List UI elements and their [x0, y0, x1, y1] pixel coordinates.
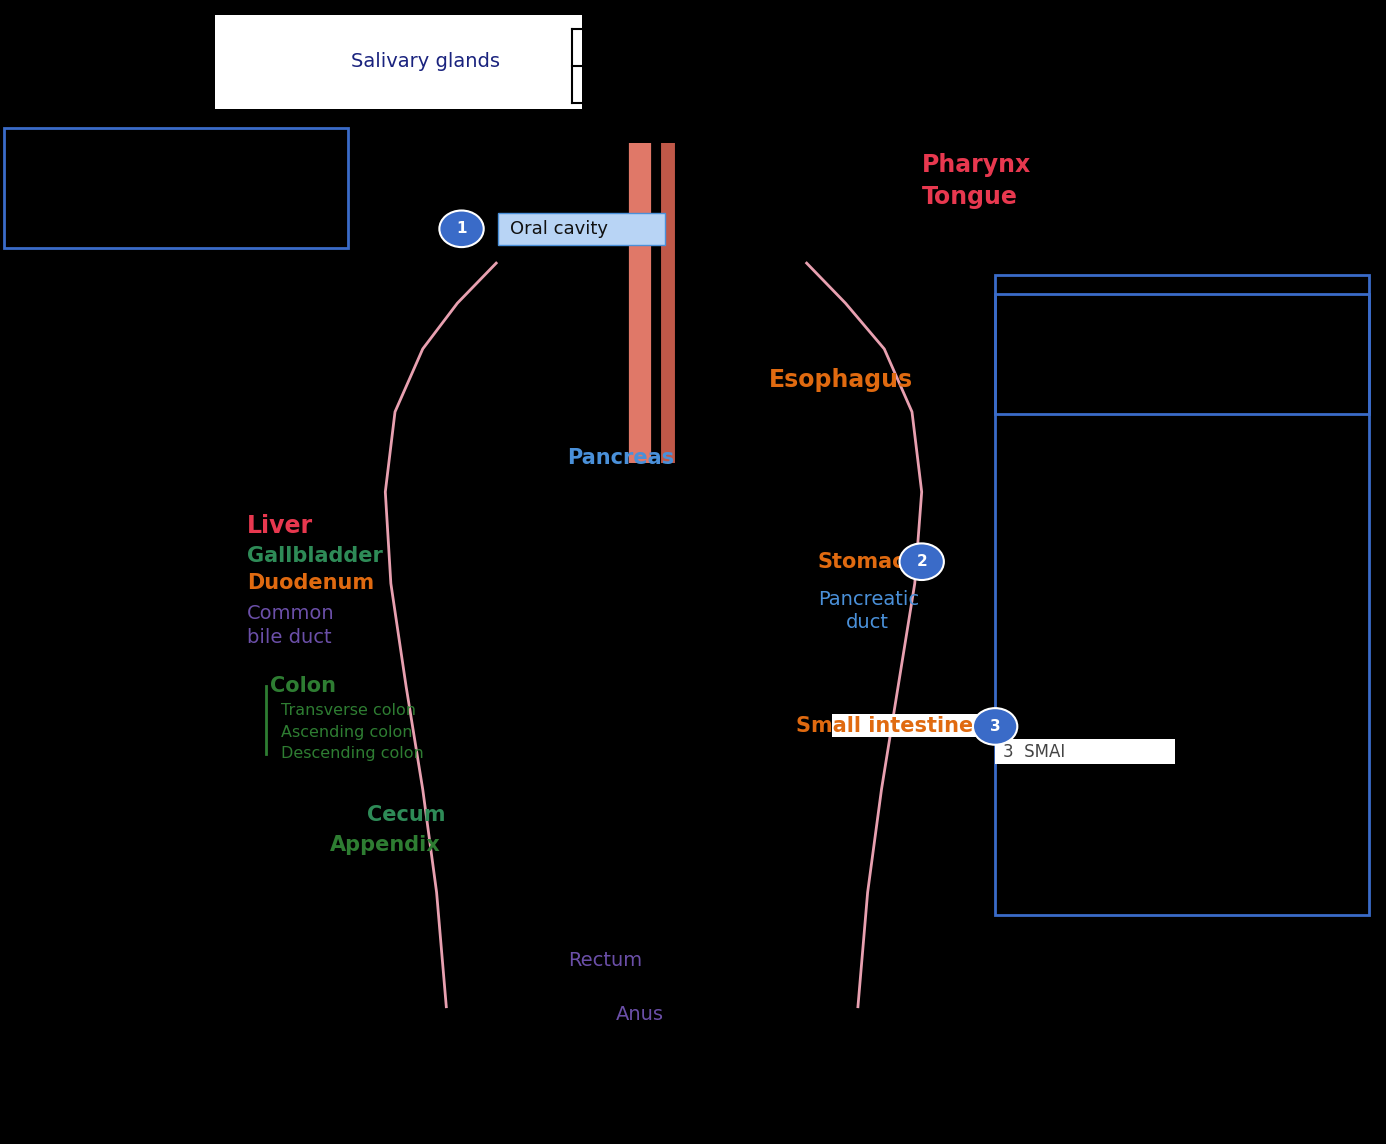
- Text: Salivary glands: Salivary glands: [351, 53, 500, 71]
- Circle shape: [973, 708, 1017, 745]
- Text: Descending colon: Descending colon: [281, 746, 424, 762]
- Circle shape: [439, 210, 484, 247]
- Text: 3  SMAI: 3 SMAI: [1003, 742, 1066, 761]
- Text: Rectum: Rectum: [568, 952, 642, 970]
- Text: 2: 2: [916, 554, 927, 570]
- FancyBboxPatch shape: [995, 739, 1175, 764]
- Text: Oral cavity: Oral cavity: [510, 220, 608, 238]
- FancyBboxPatch shape: [215, 15, 582, 109]
- Text: Cecum: Cecum: [367, 804, 446, 825]
- Text: Tongue: Tongue: [922, 185, 1017, 208]
- Text: Stomach: Stomach: [818, 551, 920, 572]
- Text: Ascending colon: Ascending colon: [281, 724, 413, 740]
- Text: Liver: Liver: [247, 515, 313, 538]
- FancyBboxPatch shape: [832, 714, 1012, 737]
- Text: Colon: Colon: [270, 676, 337, 697]
- Text: Duodenum: Duodenum: [247, 573, 374, 594]
- Circle shape: [900, 543, 944, 580]
- Text: Appendix: Appendix: [330, 835, 441, 856]
- Text: bile duct: bile duct: [247, 628, 331, 646]
- Text: Common: Common: [247, 604, 334, 622]
- FancyBboxPatch shape: [498, 213, 665, 245]
- Text: Transverse colon: Transverse colon: [281, 702, 416, 718]
- Text: Pancreatic: Pancreatic: [818, 590, 919, 609]
- Text: Pharynx: Pharynx: [922, 153, 1031, 176]
- Text: Pancreas: Pancreas: [567, 447, 675, 468]
- Text: Small intestine: Small intestine: [796, 716, 973, 737]
- Text: 3: 3: [990, 718, 1001, 734]
- Text: Anus: Anus: [617, 1006, 664, 1024]
- Text: Esophagus: Esophagus: [769, 368, 913, 391]
- Text: 1: 1: [456, 221, 467, 237]
- Text: duct: duct: [845, 613, 888, 631]
- Text: Gallbladder: Gallbladder: [247, 546, 383, 566]
